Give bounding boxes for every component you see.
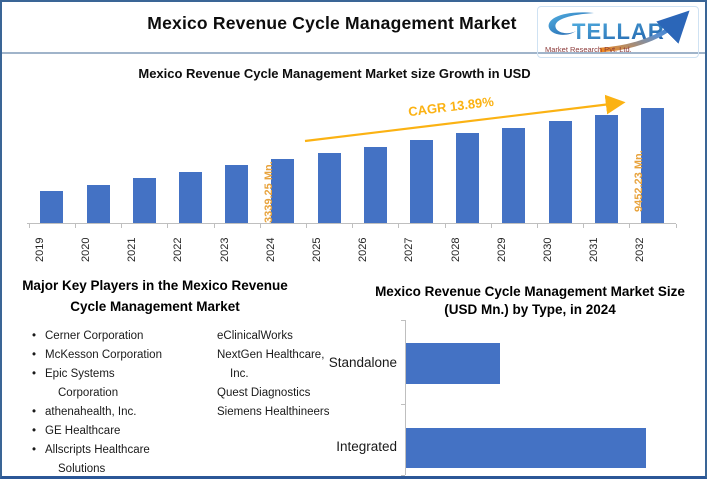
cagr-label: CAGR 13.89%	[407, 93, 495, 120]
x-axis-label-2031: 2031	[588, 237, 601, 262]
growth-chart: 2019 2020 2021 2022 2023 2024 2025 2026 2027 2028…	[27, 87, 677, 262]
x-axis-label-2024: 2024	[264, 237, 277, 262]
x-axis-label-2020: 2020	[80, 237, 92, 262]
page-title: Mexico Revenue Cycle Management Market	[147, 13, 517, 33]
logo-tagline: Market Research Pvt. Ltd.	[545, 45, 632, 54]
key-player-item: Quest Diagnostics	[217, 387, 311, 399]
bar-value-label-2032: 9452.23 Mn.	[632, 150, 645, 212]
stellar-logo: TELLAR Market Research Pvt. Ltd.	[537, 6, 699, 58]
x-axis-tick	[305, 224, 307, 228]
x-axis-label-2030: 2030	[542, 237, 554, 262]
key-player-item: NextGen Healthcare, Inc.	[217, 349, 325, 380]
growth-bar-2024	[271, 159, 295, 223]
stellar-s-swoosh-icon	[548, 12, 594, 35]
bar-value-label-2024: 3339.25 Mn.	[263, 161, 276, 223]
logo-growth-arrow-icon	[599, 10, 690, 53]
x-axis-tick	[167, 224, 169, 228]
key-player-item: McKesson Corporation	[32, 346, 172, 365]
growth-bar-2023	[225, 165, 249, 223]
growth-bar-2027	[409, 140, 433, 223]
type-axis-tick	[401, 320, 405, 321]
x-axis-tick	[28, 224, 30, 228]
growth-bar-2031	[594, 115, 618, 223]
growth-bar-2025	[317, 153, 341, 223]
stellar-logo-graphic: TELLAR Market Research Pvt. Ltd.	[545, 10, 690, 54]
x-axis-tick	[121, 224, 123, 228]
growth-bar-2028	[456, 133, 480, 223]
x-axis-label-2023: 2023	[218, 237, 231, 262]
x-axis-tick	[583, 224, 585, 228]
x-axis-label-2029: 2029	[495, 237, 508, 262]
x-axis-tick	[490, 224, 492, 228]
type-bar-standalone	[406, 343, 500, 384]
key-player-item: Allscripts Healthcare Solutions	[32, 441, 172, 476]
growth-bar-2029	[502, 128, 526, 223]
key-player-item: Epic Systems Corporation	[32, 365, 172, 403]
cagr-trend-arrow-icon	[304, 94, 626, 143]
x-axis-tick	[444, 224, 446, 228]
growth-bar-2032	[640, 108, 664, 223]
type-category-label-integrated: Integrated	[336, 439, 397, 454]
x-axis-label-2027: 2027	[403, 237, 416, 262]
key-players-column-1: Cerner CorporationMcKesson CorporationEp…	[32, 327, 172, 476]
x-axis-tick	[213, 224, 215, 228]
key-players-heading: Major Key Players in the Mexico Revenue …	[22, 278, 288, 314]
type-chart-title: Mexico Revenue Cycle Management Market S…	[375, 284, 685, 317]
growth-bar-2019	[40, 191, 64, 223]
type-chart: Standalone Integrated	[327, 320, 687, 476]
type-axis-tick	[401, 475, 405, 476]
key-players-column-2: eClinicalWorks NextGen Healthcare, Inc. Qu…	[204, 327, 330, 422]
type-bar-integrated	[406, 428, 646, 468]
growth-x-axis-line	[27, 223, 676, 224]
key-player-item: GE Healthcare	[32, 422, 172, 441]
x-axis-label-2022: 2022	[172, 237, 185, 262]
growth-bar-2030	[548, 121, 572, 223]
x-axis-tick	[629, 224, 631, 228]
growth-bar-2026	[363, 147, 387, 223]
x-axis-label-2032: 2032	[634, 237, 647, 262]
x-axis-label-2019: 2019	[33, 237, 46, 262]
x-axis-label-2028: 2028	[449, 237, 462, 262]
x-axis-tick	[398, 224, 400, 228]
x-axis-tick	[536, 224, 538, 228]
header: Mexico Revenue Cycle Management Market T…	[2, 2, 705, 58]
growth-bar-2020	[86, 185, 110, 223]
growth-bar-2021	[132, 178, 156, 223]
growth-bar-2022	[178, 172, 202, 223]
x-axis-tick	[352, 224, 354, 228]
type-category-label-standalone: Standalone	[328, 354, 397, 370]
key-player-item: athenahealth, Inc.	[32, 403, 172, 422]
key-player-item: eClinicalWorks	[217, 330, 293, 342]
type-axis-tick	[401, 404, 405, 405]
x-axis-tick	[259, 224, 261, 228]
growth-chart-title: Mexico Revenue Cycle Management Market s…	[138, 66, 531, 81]
x-axis-label-2026: 2026	[357, 237, 370, 262]
x-axis-label-2025: 2025	[311, 237, 323, 262]
x-axis-tick	[675, 224, 677, 228]
key-player-item: Siemens Healthineers	[217, 406, 330, 418]
x-axis-label-2021: 2021	[126, 237, 139, 262]
key-player-item: Cerner Corporation	[32, 327, 172, 346]
type-y-axis-line	[405, 320, 406, 475]
x-axis-tick	[74, 224, 76, 228]
